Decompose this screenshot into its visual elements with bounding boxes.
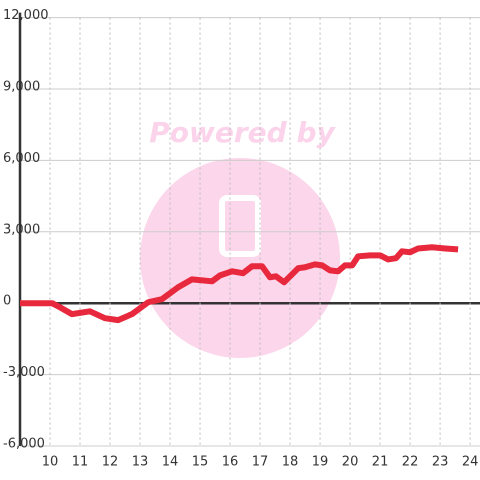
x-tick-label: 20 — [342, 455, 359, 470]
x-tick-label: 18 — [282, 455, 299, 470]
x-tick-label: 21 — [372, 455, 389, 470]
x-tick-label: 16 — [222, 455, 239, 470]
x-tick-label: 14 — [162, 455, 179, 470]
x-tick-label: 11 — [72, 455, 89, 470]
x-tick-label: 15 — [192, 455, 209, 470]
x-tick-label: 13 — [132, 455, 149, 470]
x-tick-label: 22 — [402, 455, 419, 470]
x-tick-label: 23 — [432, 455, 449, 470]
y-tick-label: -3,000 — [3, 365, 45, 380]
x-tick-label: 10 — [42, 455, 59, 470]
y-tick-label: 12,000 — [3, 8, 49, 23]
y-tick-label: 0 — [3, 294, 11, 309]
watermark-text: Powered by — [149, 116, 336, 149]
x-tick-label: 24 — [462, 455, 479, 470]
y-tick-label: -6,000 — [3, 437, 45, 452]
x-tick-label: 19 — [312, 455, 329, 470]
y-tick-label: 6,000 — [3, 151, 40, 166]
x-tick-label: 17 — [252, 455, 269, 470]
y-tick-label: 3,000 — [3, 222, 40, 237]
series-line — [20, 244, 459, 324]
x-tick-label: 12 — [102, 455, 119, 470]
y-tick-label: 9,000 — [3, 80, 40, 95]
watermark-icon — [219, 195, 261, 257]
